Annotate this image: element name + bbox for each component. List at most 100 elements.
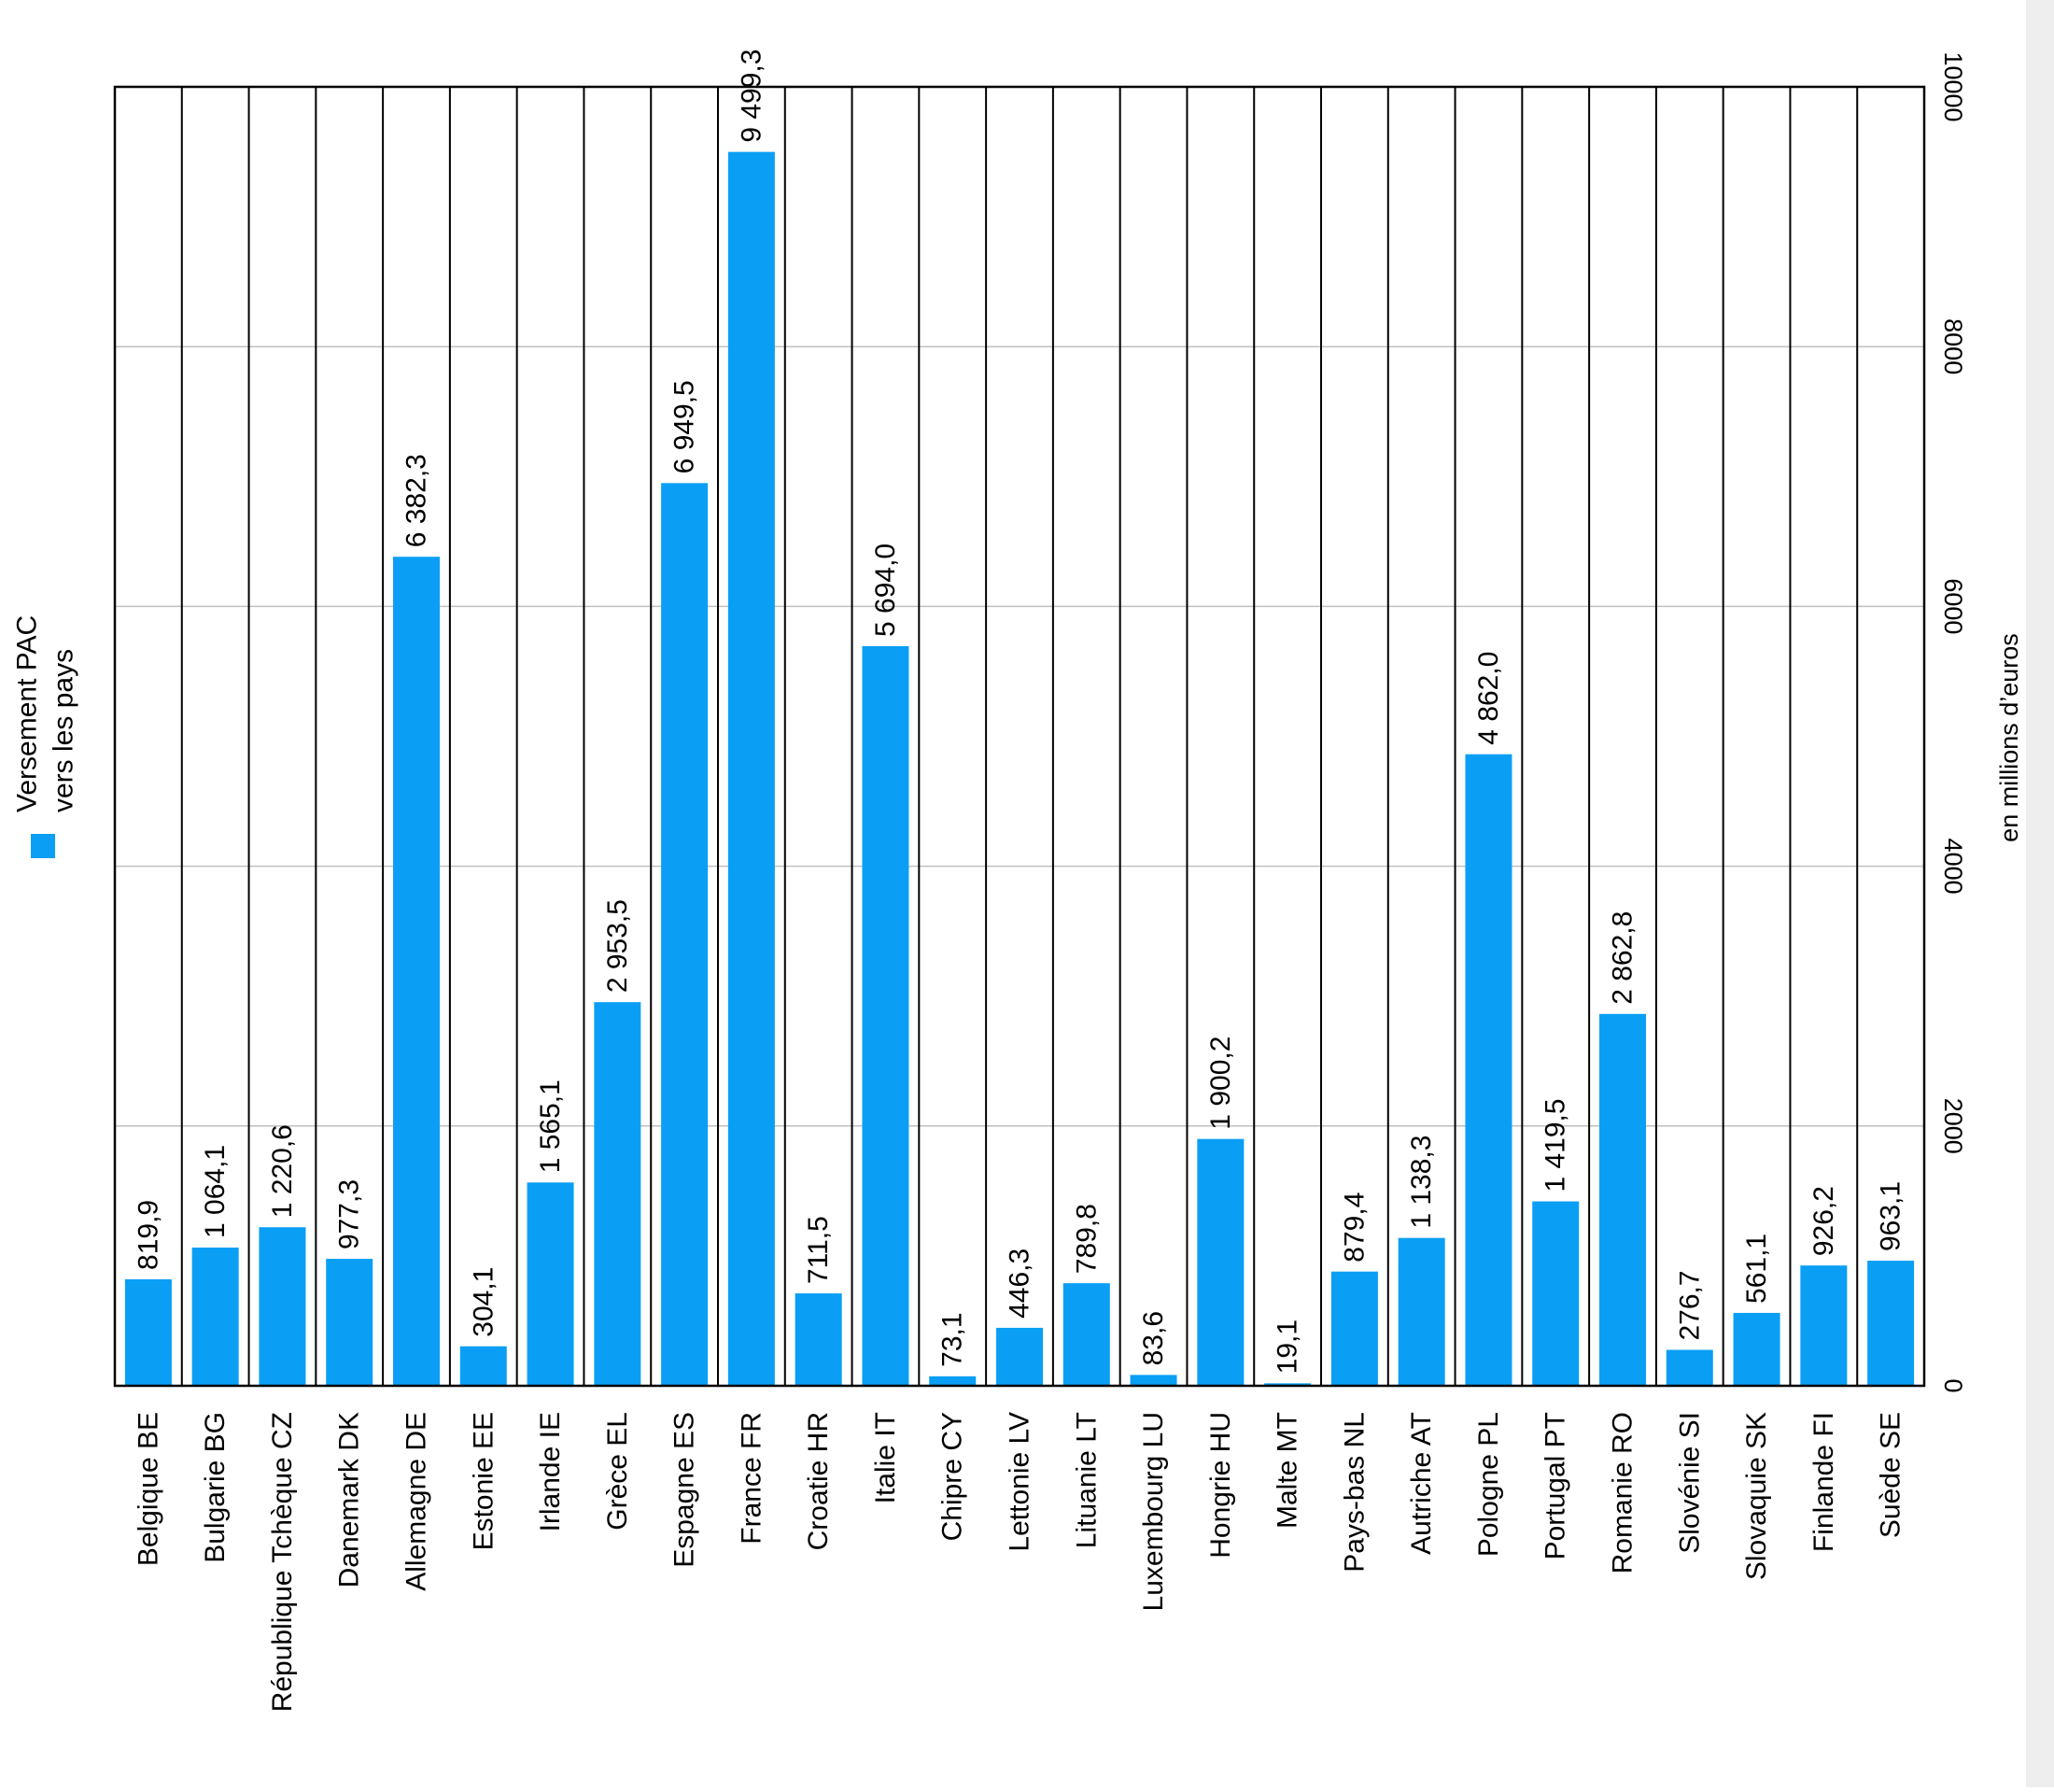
bar xyxy=(1465,754,1512,1386)
category-label: Croatie HR xyxy=(803,1412,834,1550)
category-label: Portugal PT xyxy=(1540,1412,1571,1559)
category-label: Slovénie SI xyxy=(1674,1412,1705,1554)
bar xyxy=(191,1247,239,1386)
value-label: 304,1 xyxy=(468,1267,499,1337)
bar xyxy=(1532,1201,1580,1386)
bar xyxy=(795,1293,842,1386)
value-label: 73,1 xyxy=(937,1312,968,1366)
y-axis-title: en millions d’euros xyxy=(1995,633,2023,842)
category-label: Pologne PL xyxy=(1473,1412,1504,1557)
category-label: Pays-bas NL xyxy=(1339,1412,1370,1573)
bar xyxy=(1733,1312,1780,1386)
category-label: Bulgarie BG xyxy=(200,1412,231,1563)
bar xyxy=(1599,1013,1646,1386)
value-label: 5 694,0 xyxy=(870,543,901,637)
tick-label: 0 xyxy=(1939,1378,1967,1392)
tick-label: 2000 xyxy=(1939,1098,1967,1154)
category-label: Allemagne DE xyxy=(401,1412,432,1591)
value-label: 4 862,0 xyxy=(1473,652,1504,745)
value-label: 276,7 xyxy=(1674,1270,1705,1340)
bars xyxy=(124,151,1915,1387)
category-label: Grèce EL xyxy=(602,1412,633,1531)
value-label: 6 382,3 xyxy=(401,454,432,547)
bar xyxy=(996,1327,1043,1386)
category-label: Irlande IE xyxy=(535,1412,566,1531)
bar xyxy=(259,1227,306,1386)
category-label: Finlande FI xyxy=(1808,1412,1839,1552)
category-label: Slovaquie SK xyxy=(1741,1412,1772,1580)
bar xyxy=(929,1376,977,1386)
category-label: Suède SE xyxy=(1876,1412,1906,1538)
tick-label: 6000 xyxy=(1939,578,1967,634)
bar xyxy=(1062,1283,1110,1386)
window-edge xyxy=(2026,0,2054,1787)
category-label: Espagne ES xyxy=(669,1412,700,1568)
tick-label: 10000 xyxy=(1939,51,1967,121)
legend-label: vers les pays xyxy=(49,649,79,812)
category-label: Italie IT xyxy=(870,1412,901,1503)
value-label: 711,5 xyxy=(803,1216,834,1284)
value-label: 83,6 xyxy=(1138,1311,1169,1365)
category-label: Chipre CY xyxy=(937,1412,968,1541)
bar xyxy=(727,151,775,1387)
category-label: Autriche AT xyxy=(1406,1412,1437,1555)
bar xyxy=(1197,1138,1245,1386)
tick-label: 4000 xyxy=(1939,839,1967,895)
value-label: 879,4 xyxy=(1339,1192,1370,1263)
axis-ticks: 0 2000 4000 6000 8000 10000 en millions d’euro… xyxy=(1939,51,2023,1392)
bar xyxy=(1130,1375,1177,1386)
category-labels: Belgique BE Bulgarie BG République Tchèque… xyxy=(133,1412,1906,1712)
plot-border xyxy=(113,85,1926,1388)
legend: Versement PAC vers les pays xyxy=(12,615,79,858)
category-label: Hongrie HU xyxy=(1205,1412,1236,1559)
tick-label: 8000 xyxy=(1939,318,1967,374)
value-label: 1 138,3 xyxy=(1406,1136,1437,1229)
value-label: 1 419,5 xyxy=(1540,1098,1571,1192)
value-label: 1 220,6 xyxy=(267,1124,298,1218)
bar xyxy=(459,1346,507,1386)
value-labels: 819,9 1 064,1 1 220,6 977,3 6 382,3 304,1 1 56… xyxy=(133,49,1906,1375)
value-label: 1 565,1 xyxy=(535,1079,566,1173)
value-label: 1 900,2 xyxy=(1205,1037,1236,1130)
value-label: 977,3 xyxy=(334,1179,365,1249)
bar xyxy=(326,1259,373,1386)
bar xyxy=(1330,1271,1378,1386)
bar xyxy=(1264,1383,1312,1386)
bar xyxy=(124,1278,172,1386)
value-label: 1 064,1 xyxy=(200,1145,231,1238)
category-label: Malte MT xyxy=(1273,1412,1303,1529)
category-label: Lettonie LV xyxy=(1005,1412,1035,1552)
bar xyxy=(1398,1237,1445,1386)
category-label: France FR xyxy=(736,1412,767,1545)
bar xyxy=(594,1002,641,1386)
bar xyxy=(661,483,709,1386)
value-label: 819,9 xyxy=(133,1200,163,1270)
bar xyxy=(1800,1265,1848,1386)
value-label: 2 862,8 xyxy=(1608,911,1639,1005)
bar xyxy=(1666,1349,1713,1386)
category-label: Lituanie LT xyxy=(1071,1412,1102,1548)
category-label: Estonie EE xyxy=(468,1412,499,1550)
category-label: Danemark DK xyxy=(334,1412,365,1587)
plot-frame xyxy=(113,85,1926,1388)
legend-label: Versement PAC xyxy=(12,615,43,812)
bar xyxy=(862,645,909,1386)
value-label: 9 499,3 xyxy=(736,49,767,143)
value-label: 446,3 xyxy=(1005,1249,1035,1319)
bar xyxy=(393,557,440,1386)
category-dividers xyxy=(180,87,1859,1386)
bar xyxy=(527,1182,574,1386)
category-label: Romanie RO xyxy=(1608,1412,1639,1573)
category-label: Luxembourg LU xyxy=(1138,1412,1169,1611)
value-label: 963,1 xyxy=(1876,1181,1906,1251)
value-label: 789,8 xyxy=(1071,1204,1102,1274)
value-label: 6 949,5 xyxy=(669,380,700,473)
value-label: 2 953,5 xyxy=(602,899,633,993)
value-label: 19,1 xyxy=(1273,1319,1303,1374)
value-label: 561,1 xyxy=(1741,1234,1772,1304)
bar xyxy=(1867,1261,1915,1386)
category-label: République Tchèque CZ xyxy=(267,1412,298,1712)
legend-swatch xyxy=(31,834,55,858)
value-label: 926,2 xyxy=(1808,1186,1839,1256)
